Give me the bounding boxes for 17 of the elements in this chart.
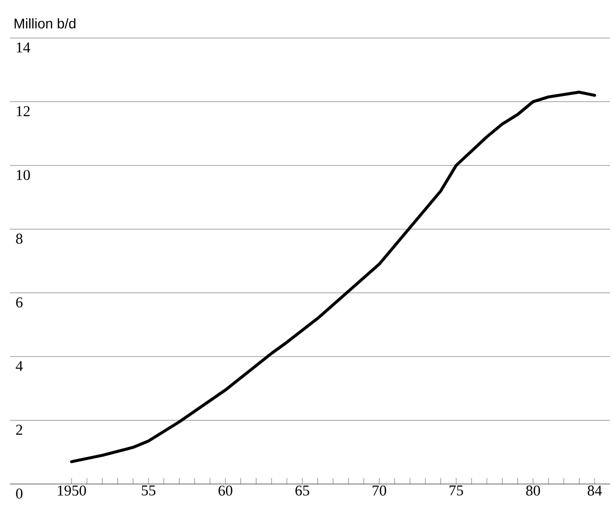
y-tick-label: 10	[16, 170, 30, 180]
y-tick-label: 14	[16, 42, 30, 52]
y-tick-label: 8	[16, 234, 22, 244]
x-tick-label: 80	[526, 486, 540, 496]
x-tick-label: 75	[450, 486, 464, 496]
y-tick-label: 6	[16, 297, 23, 308]
y-tick-label: 4	[16, 361, 23, 371]
y-axis-title: Million b/d	[14, 18, 76, 28]
x-tick-label: 70	[372, 486, 386, 496]
x-tick-label: 55	[142, 486, 156, 496]
x-tick-label: 1950	[58, 486, 86, 496]
x-tick-label: 84	[588, 486, 602, 496]
x-tick-label: 60	[218, 486, 232, 496]
y-tick-label: 0	[16, 488, 22, 499]
y-tick-label: 2	[16, 424, 22, 435]
y-tick-label: 12	[16, 106, 30, 116]
x-tick-label: 65	[295, 486, 310, 496]
